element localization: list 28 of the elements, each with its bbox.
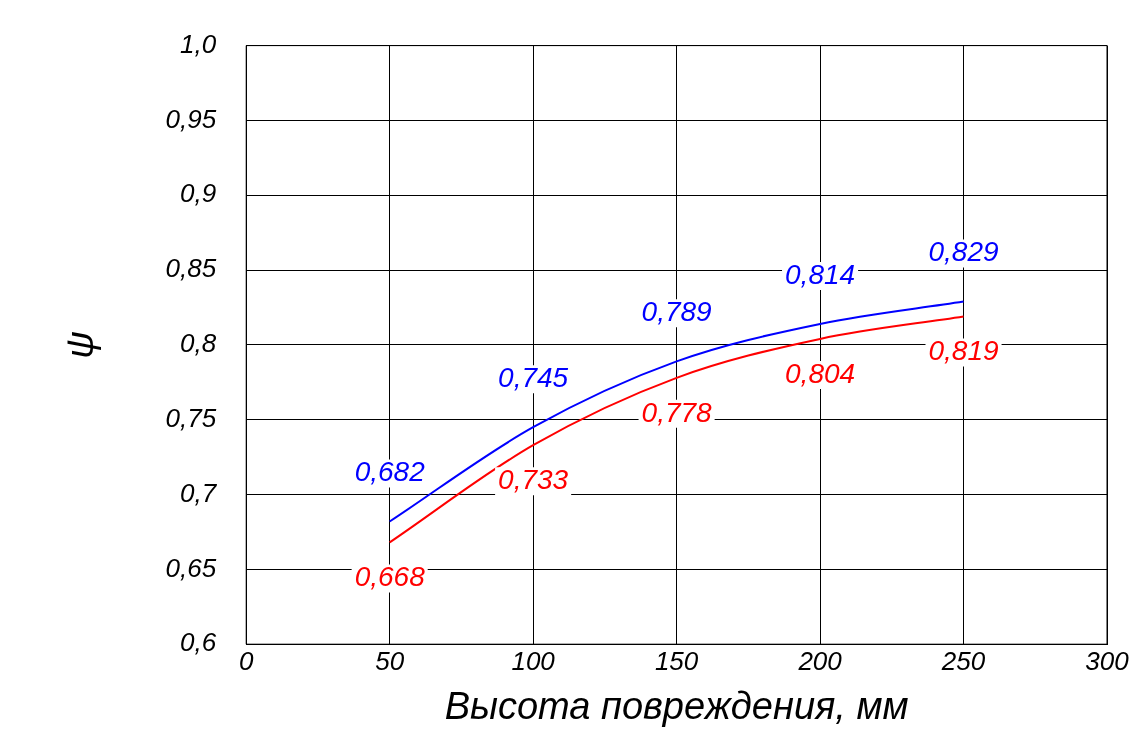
- data-label: 0,829: [928, 236, 999, 268]
- data-label: 0,778: [641, 396, 713, 428]
- data-label: 0,819: [928, 335, 999, 367]
- y-axis-title: ψ: [59, 331, 102, 359]
- y-tick-label: 0,9: [180, 178, 217, 209]
- x-tick-label: 100: [511, 646, 556, 677]
- data-label: 0,668: [354, 561, 426, 593]
- y-tick-label: 0,85: [165, 253, 217, 284]
- x-tick-label: 150: [654, 646, 699, 677]
- x-tick-label: 50: [375, 646, 405, 677]
- y-tick-label: 0,65: [165, 552, 217, 583]
- x-tick-label: 250: [940, 646, 986, 677]
- y-tick-label: 0,7: [180, 477, 218, 508]
- data-label: 0,814: [785, 258, 856, 290]
- data-label: 0,733: [498, 463, 569, 495]
- y-tick-label: 0,95: [165, 103, 217, 134]
- data-label: 0,804: [785, 357, 856, 389]
- data-label: 0,682: [354, 456, 426, 488]
- y-tick-label: 0,75: [165, 402, 217, 433]
- data-label: 0,789: [641, 296, 712, 328]
- x-tick-label: 0: [238, 646, 254, 677]
- x-tick-label: 300: [1085, 646, 1130, 677]
- data-label: 0,745: [498, 362, 569, 393]
- x-tick-label: 200: [797, 646, 843, 677]
- y-tick-label: 1,0: [180, 28, 217, 59]
- y-tick-label: 0,8: [180, 328, 217, 359]
- x-axis-title: Высота повреждения, мм: [444, 684, 909, 727]
- y-tick-label: 0,6: [180, 627, 217, 658]
